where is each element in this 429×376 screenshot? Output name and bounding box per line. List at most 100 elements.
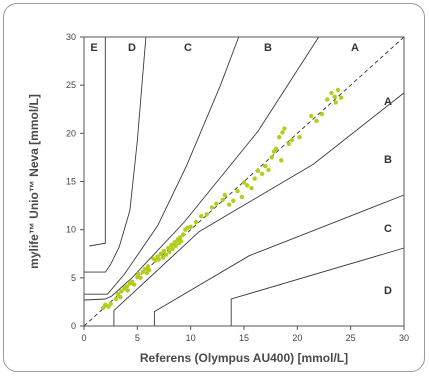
data-point	[138, 275, 143, 280]
data-point	[118, 294, 123, 300]
data-point	[220, 197, 225, 202]
data-point	[158, 251, 163, 256]
data-point	[329, 90, 334, 96]
data-point	[145, 264, 151, 269]
zone-boundary-6	[153, 194, 405, 326]
data-point	[204, 212, 209, 217]
data-point	[172, 240, 177, 245]
data-point	[160, 255, 166, 260]
zone-boundary-2	[84, 36, 147, 273]
data-point	[214, 201, 219, 206]
data-point	[277, 135, 282, 140]
zone-boundary-3	[84, 36, 240, 295]
data-point	[108, 301, 113, 306]
data-point	[255, 168, 261, 174]
data-point	[124, 284, 129, 289]
zone-label-right-a: A	[384, 96, 392, 108]
zone-boundary-5	[113, 92, 405, 326]
x-tick-label: 5	[135, 333, 140, 343]
data-point	[333, 100, 338, 105]
x-tick-label: 25	[346, 333, 356, 343]
error-grid-zones	[83, 36, 405, 327]
y-tick-label: 25	[66, 80, 76, 90]
data-point	[226, 202, 232, 207]
data-point	[136, 271, 141, 277]
data-point	[335, 87, 341, 93]
zone-label-top-a: A	[351, 42, 359, 54]
data-point	[169, 242, 174, 248]
data-point	[181, 232, 186, 237]
data-point	[103, 302, 108, 307]
data-point	[166, 245, 171, 251]
y-tick-label: 10	[66, 225, 76, 235]
data-point	[309, 113, 314, 119]
data-point	[245, 183, 250, 188]
data-point	[297, 135, 302, 140]
data-point	[279, 158, 284, 163]
zone-label-right-c: C	[384, 223, 392, 235]
data-point	[209, 205, 215, 210]
data-point	[235, 188, 240, 194]
data-point	[252, 176, 257, 181]
data-point	[263, 163, 268, 169]
data-point	[146, 267, 152, 273]
data-point	[119, 289, 124, 294]
data-point	[173, 243, 178, 249]
data-point	[269, 155, 274, 160]
data-point	[319, 111, 325, 117]
data-point	[286, 141, 291, 147]
y-axis-label: mylife™ Unio™ Neva [mmol/L]	[27, 94, 41, 269]
data-point	[163, 252, 169, 257]
y-tick-label: 5	[71, 273, 76, 283]
x-tick-label: 10	[186, 333, 196, 343]
x-tick-label: 15	[239, 333, 249, 343]
data-point	[249, 186, 254, 191]
data-point	[259, 171, 265, 176]
data-point	[241, 180, 247, 185]
zone-label-right-b: B	[384, 154, 392, 166]
data-point	[273, 146, 279, 151]
data-point	[338, 95, 344, 100]
zone-label-right-d: D	[384, 285, 392, 297]
data-point	[142, 267, 147, 272]
y-tick-label: 20	[66, 128, 76, 138]
data-point	[231, 198, 236, 203]
zone-boundary-7	[230, 247, 405, 326]
x-tick-label: 0	[81, 333, 86, 343]
data-point	[280, 130, 285, 135]
data-point	[177, 235, 183, 240]
zone-label-top-e: E	[90, 42, 97, 54]
data-point	[131, 282, 137, 287]
data-point	[188, 224, 193, 229]
chart-frame	[3, 3, 425, 372]
data-point	[178, 239, 184, 244]
zone-label-top-b: B	[264, 42, 272, 54]
zone-labels: E D C B A A B C D	[90, 42, 392, 297]
data-point	[289, 137, 295, 143]
data-point	[125, 288, 130, 293]
data-point	[332, 94, 337, 99]
data-points	[101, 87, 344, 310]
data-point	[193, 219, 199, 225]
data-point	[170, 246, 175, 252]
zone-boundary-4	[83, 36, 320, 301]
data-point	[161, 248, 167, 254]
data-point	[325, 97, 330, 102]
data-point	[156, 257, 161, 262]
x-tick-label: 20	[292, 333, 302, 343]
y-tick-label: 30	[66, 32, 76, 42]
x-axis-label: Referens (Olympus AU400) [mmol/L]	[140, 351, 348, 365]
data-point	[167, 249, 172, 254]
y-tick-label: 0	[71, 321, 76, 331]
chart-axes: 0 5 10 15 20 25 30 0 5 10 15 20 25 30	[66, 32, 409, 343]
data-point	[113, 296, 119, 302]
zone-boundary-1	[89, 37, 106, 247]
data-point	[222, 192, 227, 198]
x-tick-label: 30	[399, 333, 409, 343]
data-point	[282, 126, 287, 131]
data-point	[239, 194, 245, 200]
data-point	[266, 167, 271, 173]
zone-label-top-c: C	[184, 42, 192, 54]
data-point	[199, 214, 204, 219]
